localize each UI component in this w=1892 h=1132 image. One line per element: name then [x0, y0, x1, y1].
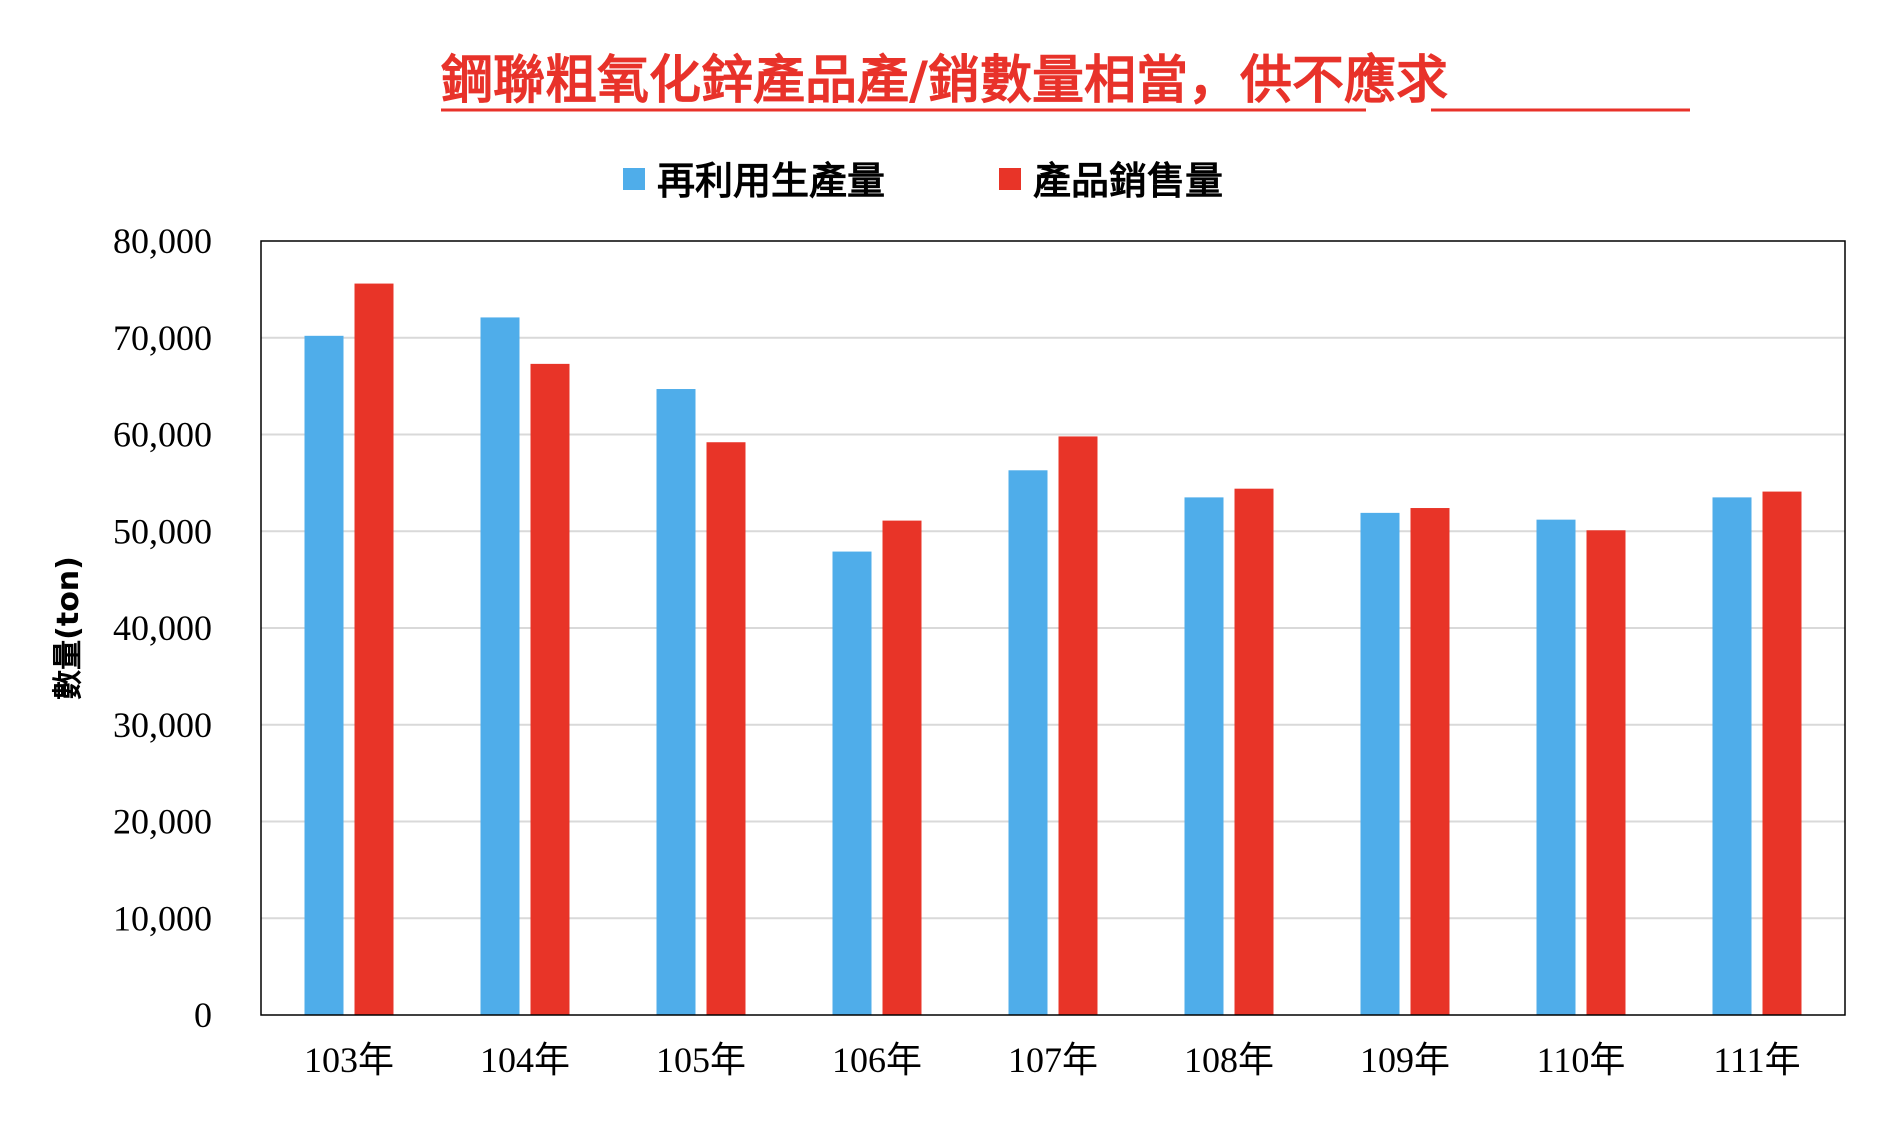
- title-part-1: 鋼聯粗氧化鋅產品產/銷數量相當: [441, 51, 1188, 111]
- bar-sales-110年: [1586, 530, 1626, 1015]
- bar-sales-104年: [530, 363, 570, 1015]
- bar-sales-109年: [1410, 508, 1450, 1015]
- bar-production-107年: [1008, 470, 1048, 1015]
- title-part-2: 供不應求: [1240, 51, 1448, 111]
- legend-swatch-production: [623, 168, 645, 190]
- legend-label-production: 再利用生產量: [657, 159, 885, 203]
- x-tick-label: 107年: [1008, 1040, 1098, 1080]
- y-axis-label: 數量(ton): [51, 556, 86, 700]
- bar-production-109年: [1360, 512, 1400, 1015]
- x-tick-label: 106年: [832, 1040, 922, 1080]
- x-axis-ticks: 103年 104年 105年 106年 107年 108年 109年 110年 111年: [304, 1040, 1801, 1080]
- y-tick-label: 50,000: [113, 511, 212, 551]
- y-tick-label: 80,000: [113, 221, 212, 261]
- y-tick-label: 40,000: [113, 608, 212, 648]
- y-tick-label: 0: [194, 995, 212, 1035]
- x-tick-label: 108年: [1184, 1040, 1274, 1080]
- plot-frame: [260, 240, 1846, 1016]
- y-tick-label: 70,000: [113, 318, 212, 358]
- legend: 再利用生產量 產品銷售量: [623, 159, 1223, 203]
- bar-sales-108年: [1234, 488, 1274, 1015]
- x-tick-label: 103年: [304, 1040, 394, 1080]
- x-tick-label: 104年: [480, 1040, 570, 1080]
- y-axis-ticks: 0 10,000 20,000 30,000 40,000 50,000 60,000 70,…: [113, 221, 212, 1035]
- legend-label-sales: 產品銷售量: [1033, 159, 1223, 203]
- bar-sales-106年: [882, 520, 922, 1015]
- bar-production-111年: [1712, 497, 1752, 1015]
- bar-production-103年: [304, 335, 344, 1015]
- x-tick-label: 105年: [656, 1040, 746, 1080]
- bars: [304, 283, 1802, 1016]
- bar-production-106年: [832, 551, 872, 1015]
- legend-swatch-sales: [999, 168, 1021, 190]
- y-tick-label: 30,000: [113, 705, 212, 745]
- y-tick-label: 10,000: [113, 898, 212, 938]
- y-tick-label: 60,000: [113, 415, 212, 455]
- chart-title: 鋼聯粗氧化鋅產品產/銷數量相當，供不應求: [441, 51, 1448, 111]
- x-tick-label: 110年: [1537, 1040, 1626, 1080]
- bar-production-108年: [1184, 497, 1224, 1015]
- bar-production-104年: [480, 317, 520, 1015]
- bar-production-105年: [656, 389, 696, 1016]
- x-tick-label: 111年: [1713, 1040, 1800, 1080]
- x-tick-label: 109年: [1360, 1040, 1450, 1080]
- bar-production-110年: [1536, 519, 1576, 1015]
- gridlines: [261, 336, 1845, 920]
- bar-sales-103年: [354, 283, 394, 1015]
- bar-sales-105年: [706, 442, 746, 1015]
- title-comma: ，: [1188, 51, 1240, 111]
- bar-sales-111年: [1762, 491, 1802, 1015]
- y-tick-label: 20,000: [113, 802, 212, 842]
- bar-sales-107年: [1058, 436, 1098, 1015]
